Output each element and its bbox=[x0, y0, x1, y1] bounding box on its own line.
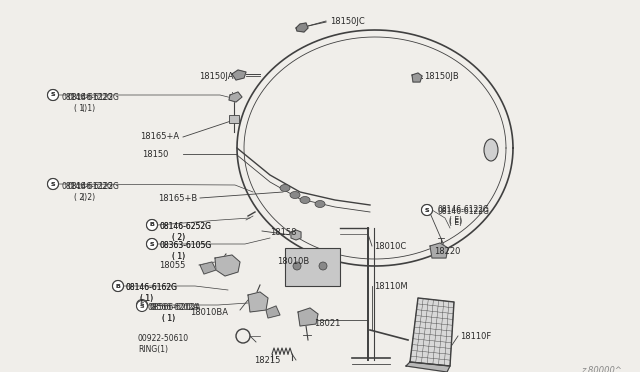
Text: S: S bbox=[425, 208, 429, 212]
Text: ( 1): ( 1) bbox=[172, 252, 185, 261]
Text: 08146-6122G: 08146-6122G bbox=[437, 207, 489, 216]
Circle shape bbox=[113, 280, 124, 292]
Text: 18150JB: 18150JB bbox=[424, 72, 459, 81]
Circle shape bbox=[47, 179, 58, 189]
Text: 08566-6202A: 08566-6202A bbox=[150, 303, 202, 312]
Text: ( 1): ( 1) bbox=[162, 314, 175, 323]
Circle shape bbox=[136, 299, 147, 311]
Text: S: S bbox=[425, 208, 429, 212]
Polygon shape bbox=[410, 298, 454, 366]
Text: 08146-6122G: 08146-6122G bbox=[61, 182, 113, 191]
Text: 18110F: 18110F bbox=[460, 332, 492, 341]
Polygon shape bbox=[200, 262, 216, 274]
Text: 08146-6122G: 08146-6122G bbox=[68, 182, 120, 191]
Circle shape bbox=[147, 219, 157, 231]
Circle shape bbox=[147, 238, 157, 250]
Text: S: S bbox=[140, 304, 144, 308]
Text: 18215: 18215 bbox=[254, 356, 280, 365]
Polygon shape bbox=[406, 362, 450, 372]
Ellipse shape bbox=[315, 201, 325, 208]
Text: 08566-6202A: 08566-6202A bbox=[148, 303, 200, 312]
Ellipse shape bbox=[290, 192, 300, 199]
Text: z 80000^: z 80000^ bbox=[581, 366, 622, 372]
Text: 18165+A: 18165+A bbox=[140, 132, 179, 141]
Circle shape bbox=[293, 262, 301, 270]
Ellipse shape bbox=[300, 196, 310, 203]
Text: 08146-6252G: 08146-6252G bbox=[160, 222, 212, 231]
Polygon shape bbox=[298, 308, 318, 326]
Polygon shape bbox=[248, 292, 268, 312]
Text: 08363-6105G: 08363-6105G bbox=[160, 241, 212, 250]
Polygon shape bbox=[215, 255, 240, 276]
Text: 18158: 18158 bbox=[270, 228, 296, 237]
Polygon shape bbox=[412, 73, 422, 82]
Text: B: B bbox=[116, 283, 120, 289]
Polygon shape bbox=[266, 306, 280, 318]
Text: S: S bbox=[150, 241, 154, 247]
Text: ( 1): ( 1) bbox=[140, 294, 153, 303]
Circle shape bbox=[47, 90, 58, 100]
Text: ( 1): ( 1) bbox=[74, 104, 87, 113]
Text: ( 2): ( 2) bbox=[172, 233, 185, 242]
Polygon shape bbox=[229, 92, 242, 102]
Circle shape bbox=[147, 238, 157, 250]
Circle shape bbox=[422, 205, 433, 215]
Text: 18010C: 18010C bbox=[374, 242, 406, 251]
Polygon shape bbox=[232, 70, 246, 80]
Text: ( E): ( E) bbox=[449, 218, 462, 227]
Polygon shape bbox=[296, 23, 308, 32]
Text: ( E): ( E) bbox=[449, 216, 462, 225]
Text: 18021: 18021 bbox=[314, 319, 340, 328]
Text: 18150JA: 18150JA bbox=[199, 72, 234, 81]
Text: B: B bbox=[150, 222, 154, 228]
Text: 08146-6162G: 08146-6162G bbox=[126, 283, 178, 292]
Text: B: B bbox=[116, 283, 120, 289]
Text: ( 2): ( 2) bbox=[74, 193, 87, 202]
Text: 08146-6162G: 08146-6162G bbox=[125, 283, 177, 292]
Text: 18150JC: 18150JC bbox=[330, 17, 365, 26]
Text: ( 2): ( 2) bbox=[172, 233, 185, 242]
Ellipse shape bbox=[484, 139, 498, 161]
Circle shape bbox=[47, 90, 58, 100]
Text: 18010BA: 18010BA bbox=[190, 308, 228, 317]
Text: S: S bbox=[51, 93, 55, 97]
Text: ( 1): ( 1) bbox=[172, 252, 185, 261]
Text: 18010B: 18010B bbox=[277, 257, 309, 266]
Text: RING(1): RING(1) bbox=[138, 345, 168, 354]
Text: 18165+B: 18165+B bbox=[158, 194, 197, 203]
Text: 18110M: 18110M bbox=[374, 282, 408, 291]
Text: S: S bbox=[51, 182, 55, 186]
Text: 08146-6122G: 08146-6122G bbox=[61, 93, 113, 102]
Text: ( 1): ( 1) bbox=[162, 314, 175, 323]
Text: 08146-6122G: 08146-6122G bbox=[68, 93, 120, 102]
Circle shape bbox=[147, 219, 157, 231]
Text: 08146-6252G: 08146-6252G bbox=[160, 222, 212, 231]
Text: B: B bbox=[150, 222, 154, 228]
Circle shape bbox=[113, 280, 124, 292]
Text: S: S bbox=[140, 302, 144, 308]
Text: 18220: 18220 bbox=[434, 247, 460, 256]
Text: S: S bbox=[51, 93, 55, 97]
Text: ( 1): ( 1) bbox=[140, 294, 153, 303]
Circle shape bbox=[136, 301, 147, 311]
Circle shape bbox=[422, 205, 433, 215]
Text: 18150: 18150 bbox=[142, 150, 168, 159]
Circle shape bbox=[47, 179, 58, 189]
Text: 08146-6122G: 08146-6122G bbox=[437, 205, 489, 214]
Bar bbox=[229, 115, 239, 123]
Circle shape bbox=[319, 262, 327, 270]
Polygon shape bbox=[291, 230, 301, 240]
Ellipse shape bbox=[280, 185, 290, 192]
Text: 08363-6105G: 08363-6105G bbox=[160, 241, 212, 250]
Text: 18055: 18055 bbox=[159, 261, 186, 270]
Text: S: S bbox=[51, 182, 55, 186]
Bar bbox=[285, 248, 340, 286]
Polygon shape bbox=[430, 243, 448, 258]
Text: 00922-50610: 00922-50610 bbox=[138, 334, 189, 343]
Text: ( 2): ( 2) bbox=[82, 193, 95, 202]
Text: S: S bbox=[150, 241, 154, 247]
Text: ( 1): ( 1) bbox=[82, 104, 95, 113]
